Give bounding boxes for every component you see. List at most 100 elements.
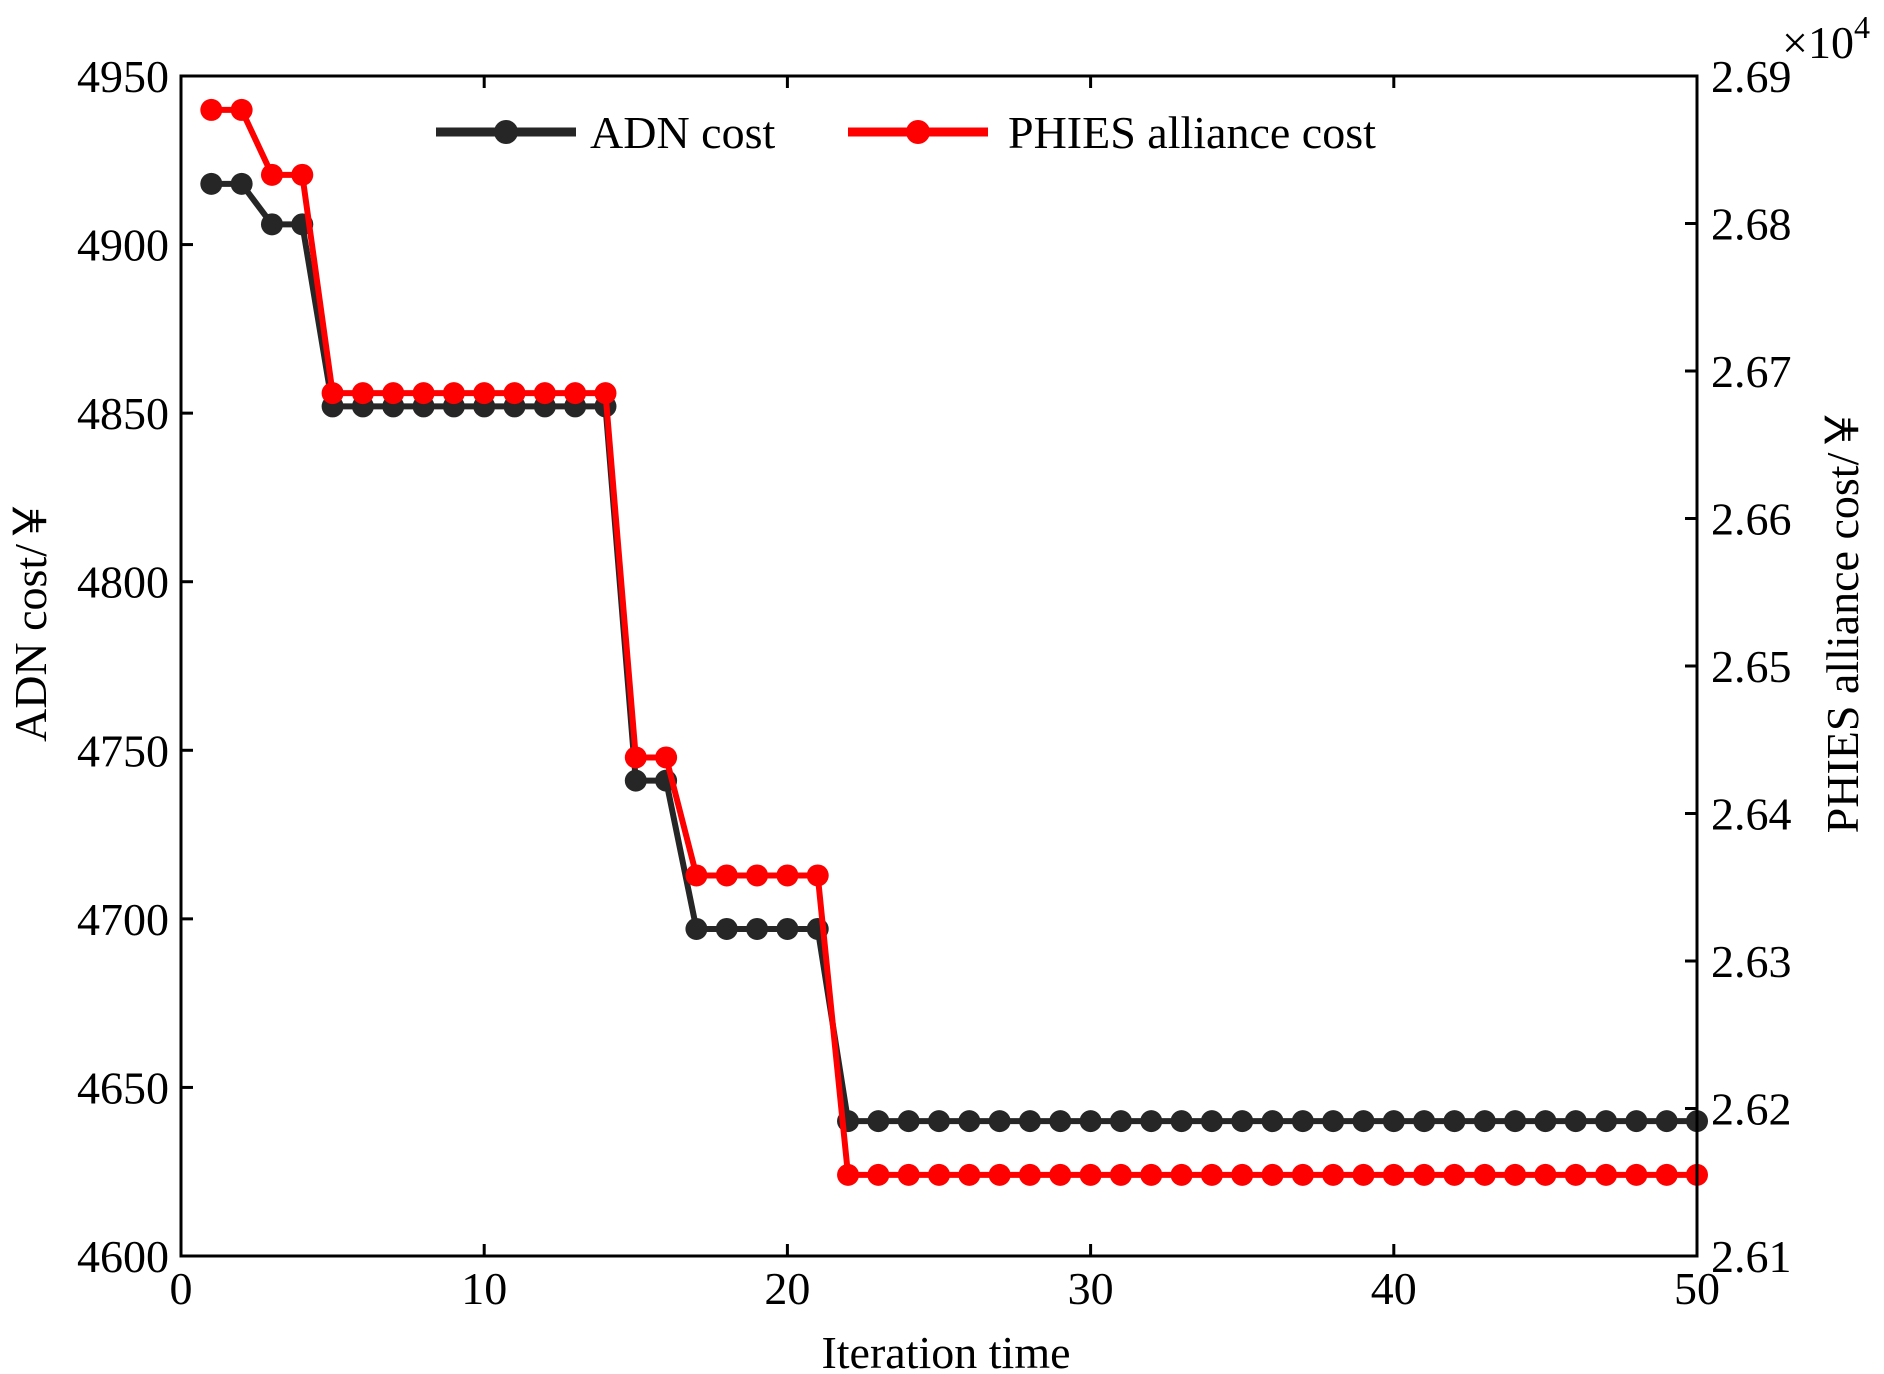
x-axis-title: Iteration time: [821, 1327, 1070, 1374]
data-point-adn: [1534, 1110, 1557, 1133]
data-point-adn: [1322, 1110, 1345, 1133]
left-y-tick-label: 4900: [77, 220, 169, 271]
data-point-adn: [1352, 1110, 1375, 1133]
data-point-adn: [1595, 1110, 1618, 1133]
data-point-phies: [382, 382, 405, 405]
data-point-phies: [412, 382, 435, 405]
data-point-adn: [1140, 1110, 1163, 1133]
x-tick-label: 20: [764, 1263, 810, 1314]
left-y-tick-label: 4750: [77, 725, 169, 776]
data-point-adn: [1625, 1110, 1648, 1133]
data-point-phies: [1534, 1163, 1557, 1186]
right-y-tick-label: 2.62: [1711, 1084, 1792, 1135]
data-point-phies: [1018, 1163, 1041, 1186]
data-point-phies: [1231, 1163, 1254, 1186]
data-point-adn: [1200, 1110, 1223, 1133]
data-point-adn: [685, 917, 708, 940]
data-point-phies: [1140, 1163, 1163, 1186]
data-point-phies: [564, 382, 587, 405]
right-y-tick-label: 2.61: [1711, 1231, 1792, 1282]
data-point-phies: [1200, 1163, 1223, 1186]
data-point-adn: [200, 172, 223, 195]
data-point-phies: [1473, 1163, 1496, 1186]
data-point-adn: [1473, 1110, 1496, 1133]
data-point-phies: [1079, 1163, 1102, 1186]
x-tick-label: 40: [1371, 1263, 1417, 1314]
series-layer: [200, 98, 1708, 1186]
data-point-phies: [291, 163, 314, 186]
data-point-phies: [1109, 1163, 1132, 1186]
data-point-phies: [503, 382, 526, 405]
data-point-adn: [1049, 1110, 1072, 1133]
data-point-phies: [321, 382, 344, 405]
data-point-adn: [867, 1110, 890, 1133]
left-y-tick-label: 4600: [77, 1231, 169, 1282]
data-point-phies: [897, 1163, 920, 1186]
axis-ticks: [179, 74, 1699, 1258]
data-point-phies: [1322, 1163, 1345, 1186]
data-point-phies: [867, 1163, 890, 1186]
data-point-phies: [958, 1163, 981, 1186]
right-y-tick-label: 2.69: [1711, 51, 1792, 102]
data-point-phies: [1443, 1163, 1466, 1186]
legend: ADN cost PHIES alliance cost: [436, 107, 1376, 158]
data-point-phies: [200, 98, 223, 121]
data-point-adn: [897, 1110, 920, 1133]
data-point-phies: [1261, 1163, 1284, 1186]
data-point-phies: [776, 864, 799, 887]
data-point-adn: [1443, 1110, 1466, 1133]
data-point-adn: [1504, 1110, 1527, 1133]
x-tick-label: 30: [1068, 1263, 1114, 1314]
legend-marker-adn: [494, 120, 518, 144]
data-point-phies: [837, 1163, 860, 1186]
left-y-tick-label: 4800: [77, 557, 169, 608]
right-y-axis-title: PHIES alliance cost/￥: [1817, 407, 1868, 834]
right-y-tick-label: 2.67: [1711, 346, 1792, 397]
x-tick-label: 0: [170, 1263, 193, 1314]
data-point-phies: [1595, 1163, 1618, 1186]
data-point-adn: [746, 917, 769, 940]
data-point-phies: [1170, 1163, 1193, 1186]
data-point-adn: [1413, 1110, 1436, 1133]
right-y-tick-label: 2.68: [1711, 199, 1792, 250]
data-point-adn: [928, 1110, 950, 1133]
data-point-phies: [473, 382, 496, 405]
right-y-tick-label: 2.63: [1711, 936, 1792, 987]
data-point-adn: [230, 172, 253, 195]
right-y-tick-label: 2.65: [1711, 641, 1792, 692]
data-point-adn: [1018, 1110, 1041, 1133]
data-point-phies: [1413, 1163, 1436, 1186]
series-line-phies: [211, 106, 1697, 1178]
left-y-axis-title: ADN cost/￥: [5, 498, 56, 742]
data-point-adn: [715, 917, 738, 940]
data-point-phies: [988, 1163, 1011, 1186]
data-point-phies: [806, 864, 829, 887]
x-tick-label: 10: [461, 1263, 507, 1314]
data-point-adn: [1564, 1110, 1587, 1133]
x-tick-label: 50: [1674, 1263, 1720, 1314]
legend-label-adn: ADN cost: [590, 107, 775, 158]
left-y-tick-label: 4850: [77, 388, 169, 439]
data-point-phies: [442, 382, 465, 405]
left-y-tick-label: 4950: [77, 51, 169, 102]
right-axis-multiplier: ×104: [1782, 9, 1870, 68]
data-point-adn: [1079, 1110, 1102, 1133]
legend-marker-phies: [906, 120, 930, 144]
data-point-phies: [1352, 1163, 1375, 1186]
right-y-tick-label: 2.64: [1711, 789, 1792, 840]
data-point-phies: [746, 864, 769, 887]
data-point-adn: [1170, 1110, 1193, 1133]
data-point-adn: [958, 1110, 981, 1133]
data-point-adn: [776, 917, 799, 940]
data-point-phies: [1382, 1163, 1405, 1186]
data-point-phies: [1049, 1163, 1072, 1186]
data-point-phies: [533, 382, 556, 405]
data-point-adn: [988, 1110, 1011, 1133]
data-point-adn: [1382, 1110, 1405, 1133]
plot-frame: [179, 74, 1699, 1258]
data-point-phies: [594, 382, 617, 405]
left-y-tick-label: 4650: [77, 1062, 169, 1113]
data-point-adn: [260, 213, 283, 236]
data-point-phies: [624, 746, 647, 769]
